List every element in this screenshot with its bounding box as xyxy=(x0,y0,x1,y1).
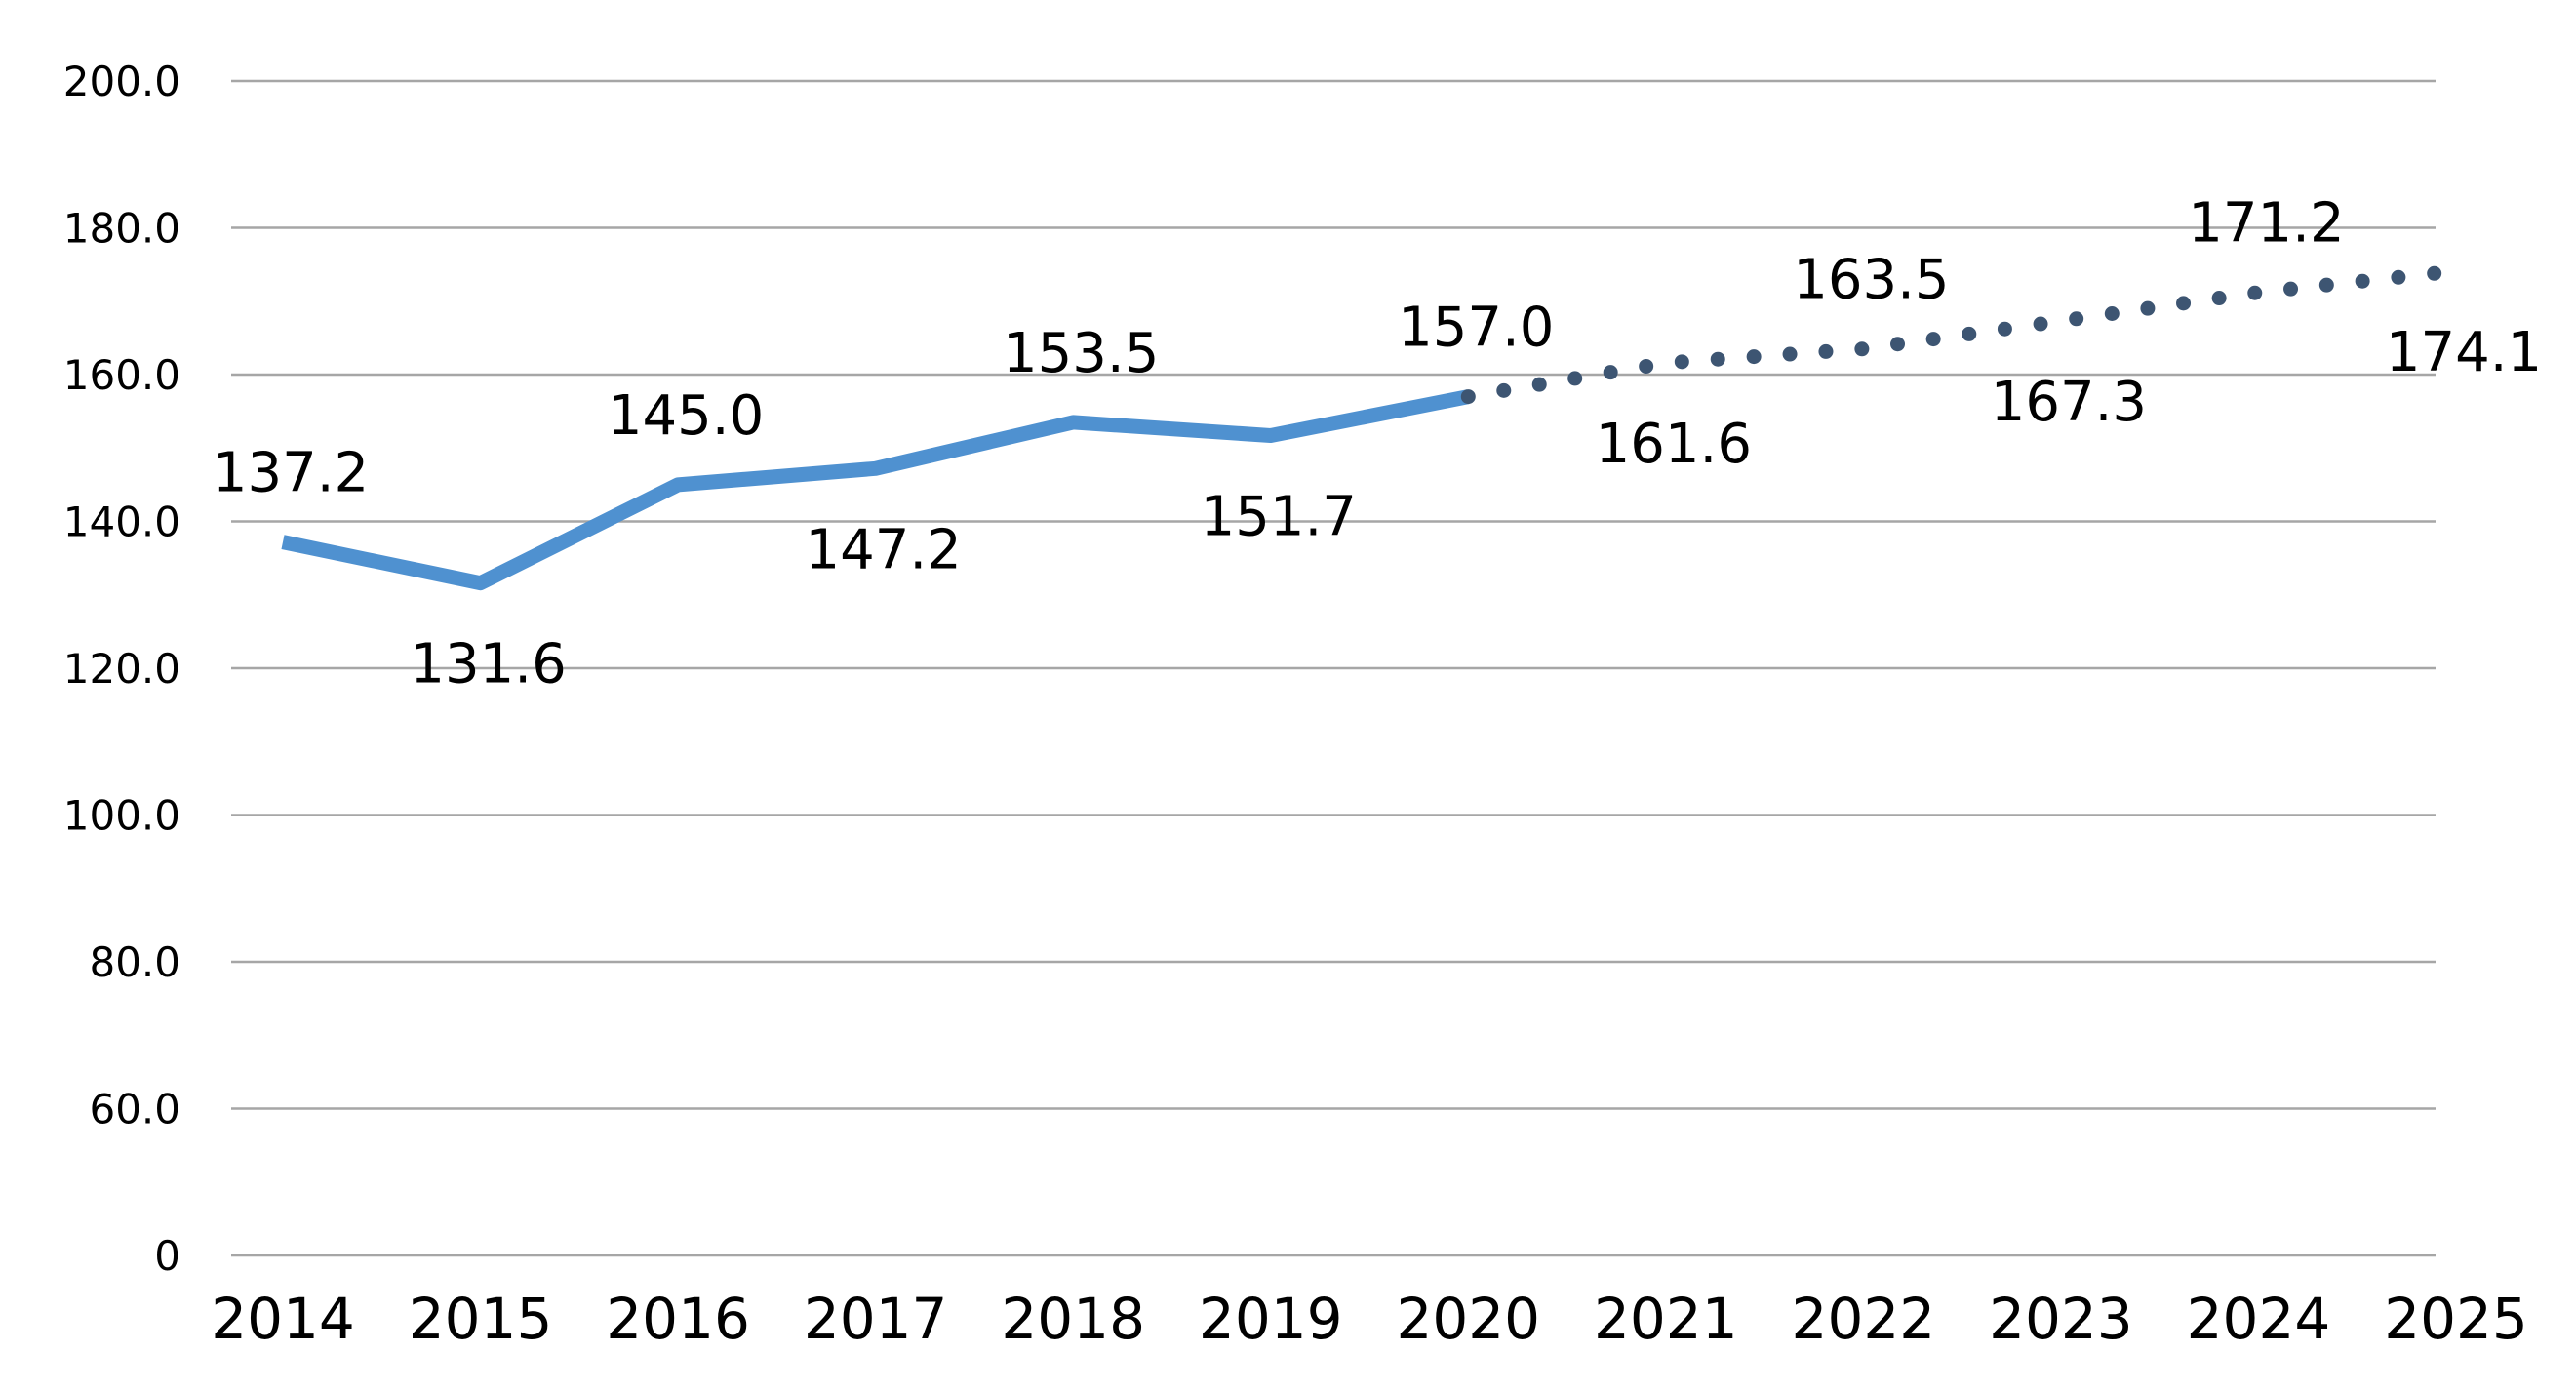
y-tick-label: 100.0 xyxy=(63,792,180,840)
data-label: 171.2 xyxy=(2188,192,2344,256)
x-tick-label: 2020 xyxy=(1396,1286,1540,1352)
actual-series-line xyxy=(281,389,1470,591)
y-tick-label: 200.0 xyxy=(63,58,180,105)
x-tick-label: 2016 xyxy=(606,1286,750,1352)
data-label: 131.6 xyxy=(410,633,566,696)
x-tick-label: 2015 xyxy=(409,1286,553,1352)
data-label: 157.0 xyxy=(1398,297,1554,360)
y-tick-label: 140.0 xyxy=(63,498,180,546)
y-tick-label: 160.0 xyxy=(63,351,180,399)
y-tick-label: 120.0 xyxy=(63,645,180,693)
x-tick-label: 2017 xyxy=(804,1286,948,1352)
x-axis-tick-labels: 2014 2015 2016 2017 2018 2019 2020 2021 2022 2023… xyxy=(211,1286,2528,1352)
x-tick-label: 2019 xyxy=(1199,1286,1343,1352)
y-tick-label: 60.0 xyxy=(89,1086,180,1134)
data-label: 145.0 xyxy=(608,384,764,448)
data-label: 174.1 xyxy=(2386,321,2542,384)
y-tick-label: 180.0 xyxy=(63,205,180,253)
y-axis-tick-labels: 0 60.0 80.0 100.0 120.0 140.0 160.0 180.0 200.0 xyxy=(63,58,180,1280)
data-label: 151.7 xyxy=(1201,485,1357,548)
x-tick-label: 2024 xyxy=(2187,1286,2331,1352)
data-labels: 137.2 131.6 145.0 147.2 153.5 151.7 157.0 161.6… xyxy=(213,192,2542,696)
series-lines xyxy=(281,263,2464,591)
forecast-series-line xyxy=(1460,263,2464,405)
x-tick-label: 2022 xyxy=(1792,1286,1936,1352)
data-label: 153.5 xyxy=(1003,322,1159,385)
data-label: 161.6 xyxy=(1596,413,1752,476)
y-tick-label: 80.0 xyxy=(89,938,180,986)
data-label: 167.3 xyxy=(1991,371,2147,434)
x-tick-label: 2014 xyxy=(211,1286,355,1352)
x-tick-label: 2021 xyxy=(1594,1286,1738,1352)
data-label: 163.5 xyxy=(1793,249,1949,312)
data-label: 137.2 xyxy=(213,442,369,505)
x-tick-label: 2025 xyxy=(2384,1286,2528,1352)
data-label: 147.2 xyxy=(805,518,961,581)
x-tick-label: 2018 xyxy=(1001,1286,1145,1352)
x-tick-label: 2023 xyxy=(1989,1286,2133,1352)
y-tick-label: 0 xyxy=(154,1232,180,1280)
